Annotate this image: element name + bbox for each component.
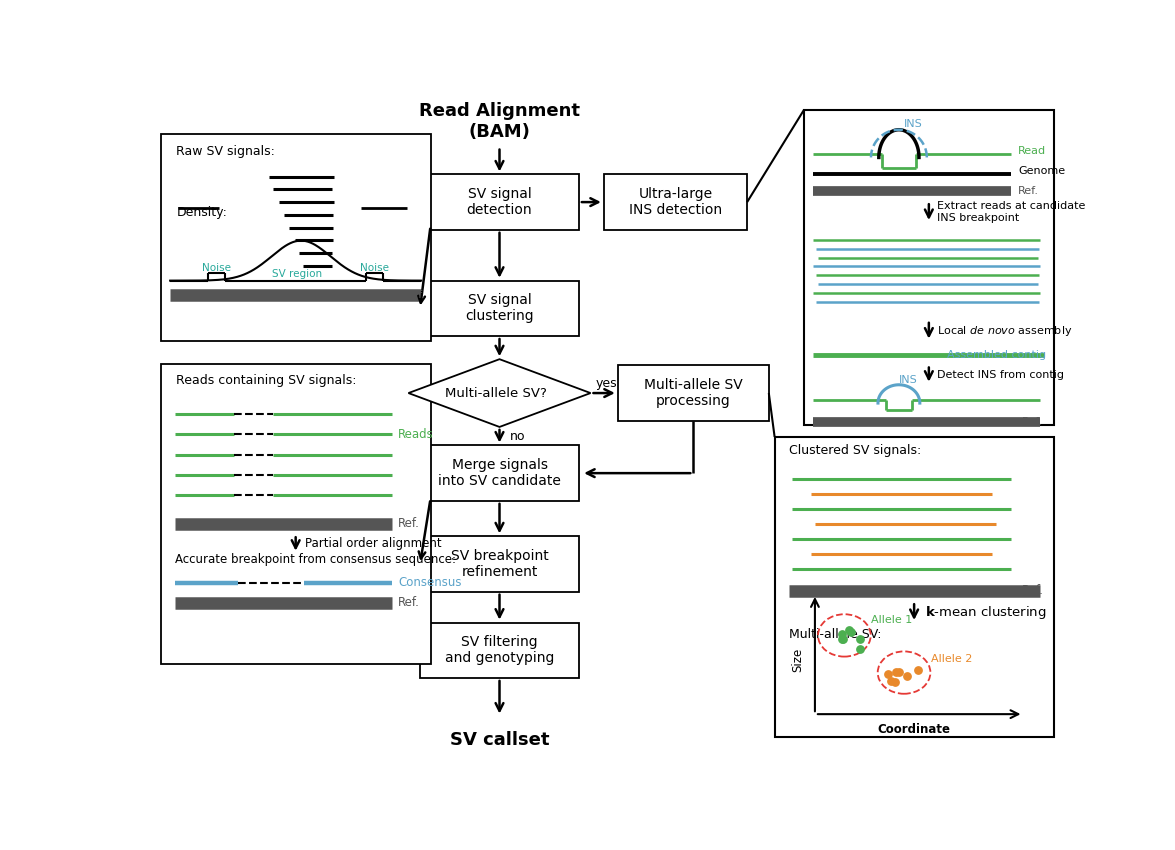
Text: Reads containing SV signals:: Reads containing SV signals: xyxy=(176,374,357,388)
Text: Assembled contig: Assembled contig xyxy=(947,349,1046,360)
Polygon shape xyxy=(409,360,591,427)
Text: Consensus: Consensus xyxy=(398,576,462,589)
Text: Extract reads at candidate
INS breakpoint: Extract reads at candidate INS breakpoin… xyxy=(936,201,1085,223)
FancyBboxPatch shape xyxy=(604,174,747,230)
Text: Allele 1: Allele 1 xyxy=(871,615,912,625)
Text: Ref.: Ref. xyxy=(1018,186,1039,196)
Point xyxy=(851,632,870,645)
Text: Merge signals
into SV candidate: Merge signals into SV candidate xyxy=(438,458,560,488)
Text: Ref.: Ref. xyxy=(398,597,419,609)
FancyBboxPatch shape xyxy=(618,366,768,421)
Text: Density:: Density: xyxy=(176,206,227,218)
Text: Noise: Noise xyxy=(202,263,231,273)
Text: Allele 2: Allele 2 xyxy=(931,654,973,664)
FancyBboxPatch shape xyxy=(421,622,579,678)
Text: Read Alignment
(BAM): Read Alignment (BAM) xyxy=(419,102,580,140)
Point xyxy=(889,666,908,679)
Text: Raw SV signals:: Raw SV signals: xyxy=(176,144,275,158)
Text: SV filtering
and genotyping: SV filtering and genotyping xyxy=(445,635,555,666)
FancyBboxPatch shape xyxy=(421,174,579,230)
Text: INS: INS xyxy=(904,119,922,129)
FancyBboxPatch shape xyxy=(421,536,579,592)
Text: Noise: Noise xyxy=(361,263,389,273)
Text: Partial order alignment: Partial order alignment xyxy=(306,537,442,551)
Point xyxy=(833,632,852,645)
Text: yes: yes xyxy=(596,377,617,390)
Text: Ultra-large
INS detection: Ultra-large INS detection xyxy=(629,187,721,218)
FancyBboxPatch shape xyxy=(774,437,1054,737)
Text: Genome: Genome xyxy=(1018,166,1065,176)
Text: Detect INS from contig: Detect INS from contig xyxy=(936,370,1063,380)
Point xyxy=(833,627,852,641)
Text: no: no xyxy=(510,430,525,443)
Text: SV signal
detection: SV signal detection xyxy=(466,187,532,218)
Text: $\bf{k}$-mean clustering: $\bf{k}$-mean clustering xyxy=(925,604,1047,620)
Point xyxy=(881,674,900,688)
Text: Ref.: Ref. xyxy=(398,517,419,530)
Text: Multi-allele SV
processing: Multi-allele SV processing xyxy=(644,378,743,408)
Point xyxy=(841,625,860,638)
Point xyxy=(840,623,859,637)
Text: SV breakpoint
refinement: SV breakpoint refinement xyxy=(451,549,549,579)
Text: Accurate breakpoint from consensus sequence:: Accurate breakpoint from consensus seque… xyxy=(175,553,456,566)
FancyBboxPatch shape xyxy=(421,280,579,336)
Text: Ref.: Ref. xyxy=(405,290,425,300)
Text: Multi-allele SV?: Multi-allele SV? xyxy=(445,387,548,399)
Point xyxy=(879,667,898,681)
Text: INS: INS xyxy=(899,375,918,385)
FancyBboxPatch shape xyxy=(804,110,1054,425)
Point xyxy=(851,642,870,655)
Point xyxy=(908,663,927,677)
Text: SV region: SV region xyxy=(273,269,322,280)
Point xyxy=(886,665,905,678)
Text: Size: Size xyxy=(792,648,805,672)
Point xyxy=(833,632,852,645)
Text: Clustered SV signals:: Clustered SV signals: xyxy=(788,445,921,457)
Text: Local $\it{de\ novo}$ assembly: Local $\it{de\ novo}$ assembly xyxy=(936,324,1072,337)
Text: Multi-allele SV:: Multi-allele SV: xyxy=(788,628,881,641)
Text: Reads: Reads xyxy=(398,428,434,441)
Text: SV signal
clustering: SV signal clustering xyxy=(465,293,533,324)
FancyBboxPatch shape xyxy=(421,445,579,501)
Point xyxy=(898,670,917,683)
Text: Coordinate: Coordinate xyxy=(878,723,951,736)
FancyBboxPatch shape xyxy=(161,364,430,664)
Point xyxy=(885,676,904,689)
FancyBboxPatch shape xyxy=(161,134,430,341)
Text: Ref.: Ref. xyxy=(1022,584,1043,597)
Text: SV callset: SV callset xyxy=(450,730,549,749)
Text: Ref.: Ref. xyxy=(1022,416,1042,427)
Text: Read: Read xyxy=(1018,145,1046,156)
